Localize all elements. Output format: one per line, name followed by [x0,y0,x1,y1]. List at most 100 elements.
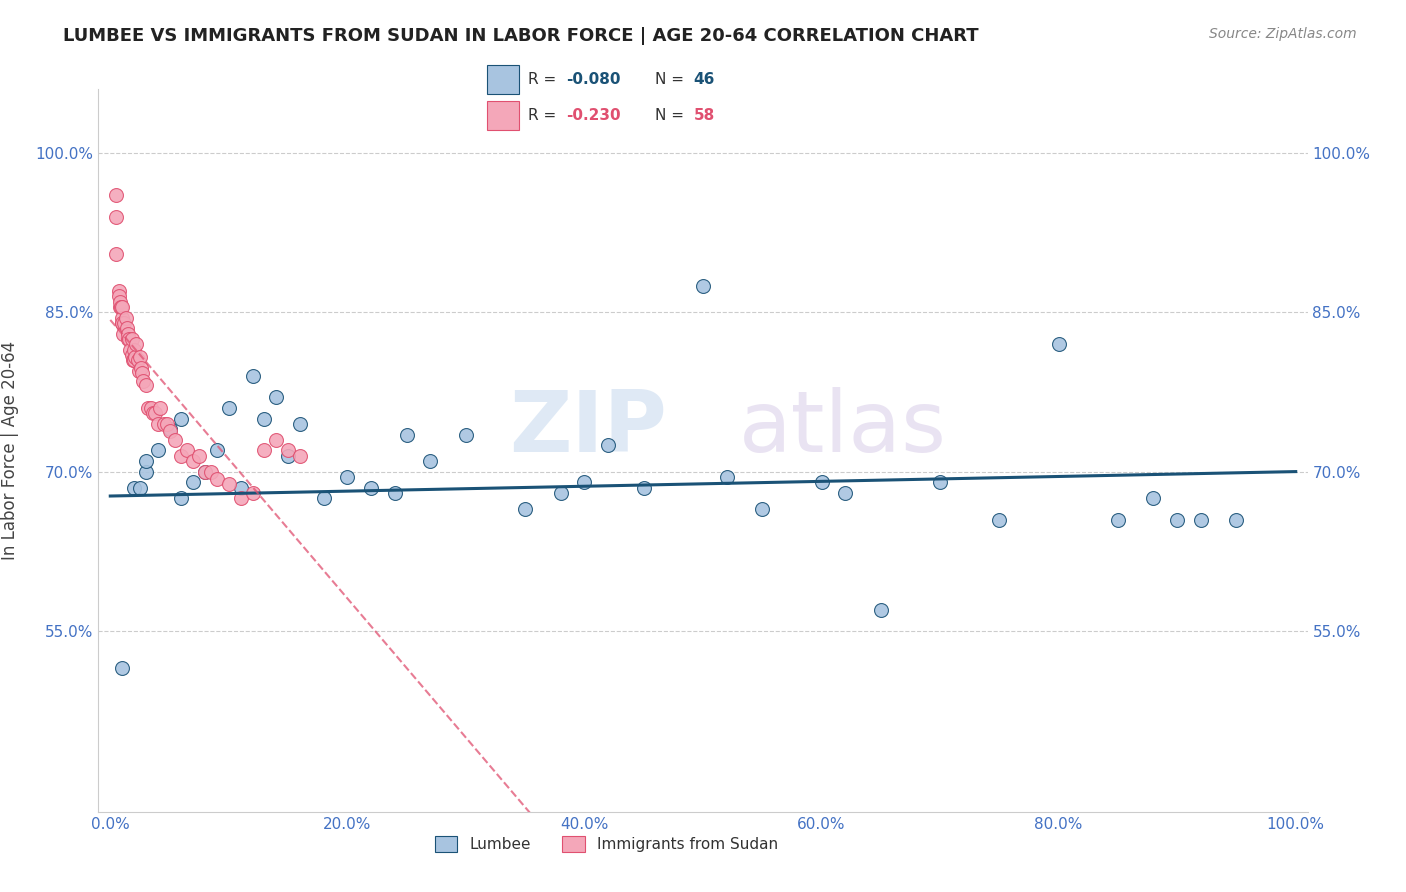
Point [1142,491,1164,506]
Point [929,475,952,490]
Point [515,502,537,516]
Point [159,425,181,439]
FancyBboxPatch shape [486,102,519,130]
Text: LUMBEE VS IMMIGRANTS FROM SUDAN IN LABOR FORCE | AGE 20-64 CORRELATION CHART: LUMBEE VS IMMIGRANTS FROM SUDAN IN LABOR… [63,27,979,45]
Point [105,247,128,261]
Point [194,465,217,479]
Point [129,481,152,495]
Point [869,603,891,617]
Point [988,512,1011,526]
Text: N =: N = [655,108,689,123]
Text: atlas: atlas [740,387,948,470]
Point [810,475,832,490]
Text: ZIP: ZIP [509,387,666,470]
Point [419,454,441,468]
Point [165,433,187,447]
FancyBboxPatch shape [486,65,519,95]
Point [194,465,217,479]
Point [129,350,152,364]
Point [122,343,145,357]
Point [170,411,193,425]
Point [395,427,418,442]
Text: 58: 58 [693,108,714,123]
Point [1225,512,1247,526]
Point [159,422,181,436]
Point [122,481,145,495]
Point [253,443,276,458]
Point [176,443,198,458]
Text: R =: R = [529,72,561,87]
Point [384,486,406,500]
Point [131,366,153,380]
Point [253,411,276,425]
Point [146,443,169,458]
Point [751,502,773,516]
Point [277,443,299,458]
Point [229,491,252,506]
Point [111,316,134,330]
Point [1166,512,1188,526]
Point [110,300,132,314]
Point [107,284,129,298]
Point [1107,512,1129,526]
Point [692,278,714,293]
Point [205,443,228,458]
Point [117,326,139,341]
Point [118,332,141,346]
Point [107,289,129,303]
Point [633,481,655,495]
Point [111,310,134,325]
Point [336,470,359,484]
Point [146,417,169,431]
Point [242,369,264,384]
Point [121,353,143,368]
Point [1047,337,1070,351]
Point [218,401,240,415]
Point [218,477,240,491]
Point [454,427,477,442]
Point [205,472,228,486]
Point [112,326,135,341]
Point [143,406,166,420]
Point [288,449,311,463]
Y-axis label: In Labor Force | Age 20-64: In Labor Force | Age 20-64 [1,341,18,560]
Point [128,364,150,378]
Point [170,449,193,463]
Point [360,481,382,495]
Point [135,377,157,392]
Point [114,310,136,325]
Point [108,294,131,309]
Point [1189,512,1212,526]
Point [834,486,856,500]
Point [312,491,335,506]
Point [125,337,148,351]
Point [117,332,139,346]
Text: -0.230: -0.230 [567,108,621,123]
Text: 46: 46 [693,72,716,87]
Point [550,486,572,500]
Point [111,316,134,330]
Point [277,449,299,463]
Point [135,465,157,479]
Point [142,406,165,420]
Point [188,449,211,463]
Point [136,401,159,415]
Point [105,188,128,202]
Point [716,470,738,484]
Point [121,348,143,362]
Point [120,343,142,357]
Point [242,486,264,500]
Text: -0.080: -0.080 [567,72,621,87]
Point [105,210,128,224]
Point [181,454,204,468]
Point [139,401,162,415]
Text: Source: ZipAtlas.com: Source: ZipAtlas.com [1209,27,1357,41]
Point [122,353,145,368]
Point [135,454,157,468]
Point [288,417,311,431]
Point [200,465,222,479]
Point [127,353,149,368]
Point [111,661,134,675]
Point [264,390,287,404]
Point [229,481,252,495]
